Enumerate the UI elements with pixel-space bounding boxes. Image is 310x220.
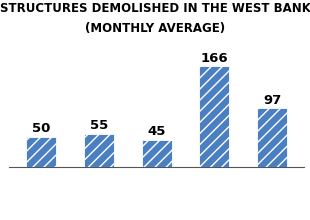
Text: (MONTHLY AVERAGE): (MONTHLY AVERAGE) bbox=[85, 22, 225, 35]
Text: 97: 97 bbox=[263, 94, 281, 106]
Text: 50: 50 bbox=[32, 122, 50, 135]
Bar bbox=[26, 137, 56, 167]
Bar bbox=[84, 134, 114, 167]
Text: 45: 45 bbox=[147, 125, 166, 138]
Text: 166: 166 bbox=[201, 51, 228, 64]
Bar bbox=[257, 108, 287, 167]
Text: STRUCTURES DEMOLISHED IN THE WEST BANK: STRUCTURES DEMOLISHED IN THE WEST BANK bbox=[0, 2, 310, 15]
Text: 55: 55 bbox=[90, 119, 108, 132]
Bar bbox=[199, 66, 229, 167]
Bar bbox=[142, 140, 171, 167]
